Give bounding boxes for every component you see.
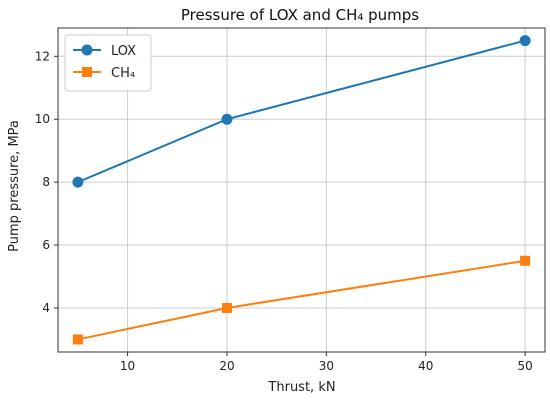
y-tick-label: 12 [35, 49, 50, 63]
data-point-ch [520, 255, 531, 266]
legend-marker-lox [81, 44, 93, 56]
chart-title: Pressure of LOX and CH₄ pumps [181, 6, 419, 24]
x-tick-label: 20 [219, 359, 234, 373]
data-point-lox [72, 176, 84, 188]
x-tick-label: 50 [517, 359, 532, 373]
ticks: 10 20 30 40 50 4 6 8 10 12 [35, 49, 533, 373]
x-tick-label: 30 [319, 359, 334, 373]
data-point-ch [72, 334, 83, 345]
legend-box [64, 34, 152, 92]
data-point-ch [221, 302, 232, 313]
y-axis-label: Pump pressure, MPa [7, 120, 22, 252]
data-point-lox [519, 35, 531, 47]
legend: LOX CH₄ [64, 34, 152, 92]
legend-label-lox: LOX [111, 44, 136, 59]
x-tick-label: 40 [418, 359, 433, 373]
plot-frame [57, 27, 546, 353]
x-axis-label: Thrust, kN [267, 380, 335, 395]
data-point-lox [221, 113, 233, 125]
legend-marker-ch [82, 67, 92, 77]
y-tick-label: 8 [42, 175, 50, 189]
legend-label-ch: CH₄ [111, 66, 135, 81]
series-line-ch [77, 259, 526, 341]
series-layer [72, 35, 531, 345]
y-tick-label: 4 [42, 301, 50, 315]
y-tick-label: 10 [35, 112, 50, 126]
x-tick-label: 10 [120, 359, 135, 373]
y-tick-label: 6 [42, 238, 50, 252]
